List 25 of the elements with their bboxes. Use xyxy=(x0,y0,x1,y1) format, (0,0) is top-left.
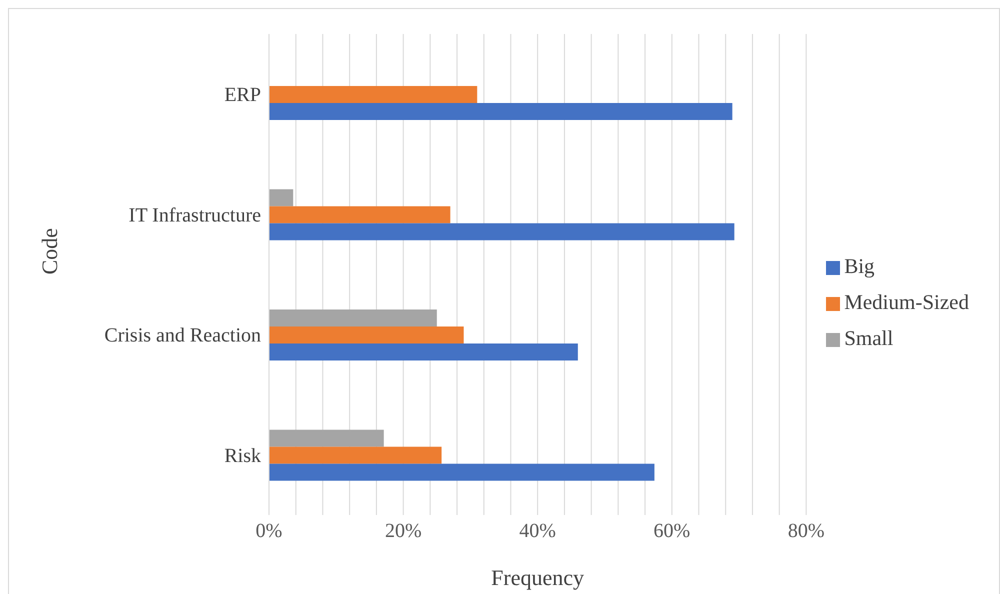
bar xyxy=(269,446,442,464)
x-tick-label: 80% xyxy=(788,520,825,542)
bar xyxy=(269,326,464,344)
x-tick-label: 0% xyxy=(256,520,282,542)
bar xyxy=(269,464,654,481)
x-tick-label: 20% xyxy=(384,520,422,542)
y-tick-label: Risk xyxy=(224,444,261,467)
bar xyxy=(269,310,437,326)
bar xyxy=(269,206,450,224)
x-tick-label: 60% xyxy=(654,520,690,542)
x-axis-title: Frequency xyxy=(491,565,584,590)
bar xyxy=(269,103,732,120)
y-tick-label: ERP xyxy=(224,84,261,106)
legend-label: Big xyxy=(844,254,875,278)
y-axis-title: Code xyxy=(36,228,62,274)
y-tick-label: Crisis and Reaction xyxy=(104,324,261,347)
y-tick-label: IT Infrastructure xyxy=(128,204,262,226)
legend-label: Medium-Sized xyxy=(844,290,969,314)
bar xyxy=(269,86,478,103)
bar xyxy=(269,189,294,206)
bar xyxy=(269,430,384,447)
bar xyxy=(269,344,578,360)
legend-label: Small xyxy=(844,326,894,350)
bar xyxy=(269,223,734,240)
x-tick-label: 40% xyxy=(519,520,556,542)
